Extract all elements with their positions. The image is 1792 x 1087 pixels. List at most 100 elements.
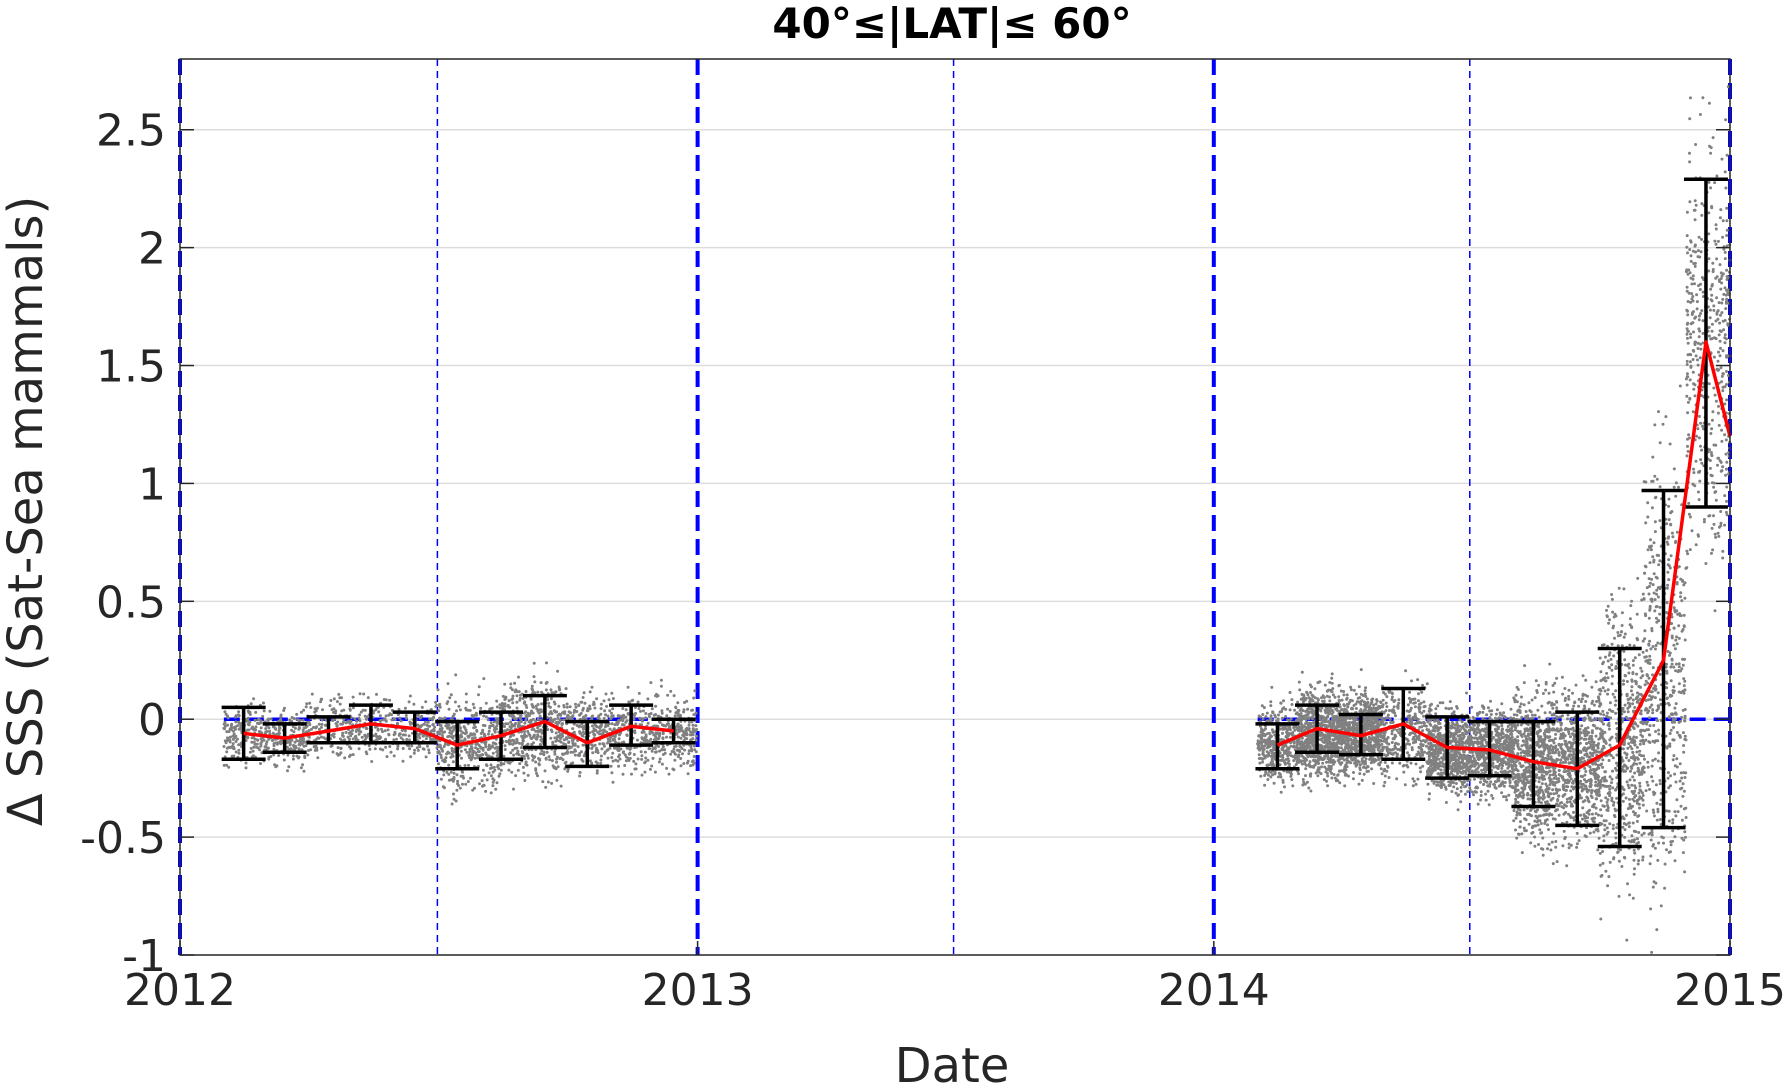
scatter-point [676,735,680,739]
scatter-point [245,728,249,732]
scatter-point [1353,737,1357,741]
scatter-point [644,756,648,760]
scatter-point [1267,773,1270,777]
scatter-point [446,682,450,686]
scatter-point [437,762,440,766]
scatter-point [1316,697,1320,701]
scatter-point [1421,729,1425,733]
scatter-point [1296,700,1300,704]
scatter-point [321,708,324,712]
scatter-point [322,736,326,740]
scatter-point [349,719,353,723]
scatter-point [525,763,529,767]
scatter-point [298,718,302,722]
scatter-point [1280,716,1284,720]
scatter-point [484,789,488,793]
scatter-point [669,689,673,693]
scatter-point [223,710,227,714]
scatter-point [550,781,554,785]
scatter-point [557,712,561,716]
scatter-point [546,780,550,784]
scatter-point [440,734,444,737]
scatter-point [447,772,451,776]
scatter-point [495,781,499,785]
scatter-point [1270,760,1274,764]
scatter-point [676,725,680,729]
scatter-point [1257,714,1261,718]
scatter-point [1455,787,1459,791]
scatter-point [1370,749,1373,753]
scatter-point [1337,717,1341,721]
scatter-point [451,754,455,758]
scatter-point [512,787,515,791]
scatter-point [1317,680,1321,684]
scatter-point [400,728,404,732]
scatter-point [610,756,614,759]
scatter-point [653,770,657,774]
scatter-point [472,706,476,710]
scatter-point [468,708,472,712]
scatter-point [1362,727,1366,731]
scatter-point [592,702,596,706]
scatter-point [1417,721,1421,725]
scatter-point [1406,703,1410,707]
scatter-point [1374,740,1378,744]
scatter-point [339,751,343,755]
scatter-point [1392,737,1396,741]
scatter-point [1383,774,1387,778]
scatter-point [234,727,237,731]
scatter-point [1306,755,1310,759]
scatter-point [622,723,626,727]
scatter-point [515,741,519,744]
scatter-point [444,759,447,763]
scatter-point [491,784,495,788]
scatter-point [392,733,396,737]
scatter-point [1279,701,1283,705]
scatter-point [1283,785,1286,789]
scatter-point [500,701,504,705]
scatter-point [637,707,641,710]
scatter-point [451,749,454,753]
scatter-point [403,706,407,710]
scatter-point [1417,703,1421,706]
scatter-point [1383,761,1387,764]
scatter-point [1338,705,1342,709]
scatter-point [514,721,518,725]
scatter-point [691,729,695,733]
scatter-point [1272,748,1276,752]
scatter-point [482,677,486,681]
scatter-point [689,738,693,742]
scatter-point [674,744,678,748]
scatter-point [622,713,626,717]
scatter-point [1343,784,1347,788]
scatter-point [648,747,651,751]
scatter-point [1325,760,1328,764]
scatter-point [649,681,653,685]
scatter-point [556,716,560,720]
scatter-point [507,768,511,772]
scatter-point [1419,739,1423,743]
scatter-point [518,724,522,728]
scatter-point [378,735,382,738]
scatter-point [1397,701,1401,705]
scatter-point [1261,717,1265,721]
scatter-point [464,782,468,786]
scatter-point [1310,707,1314,711]
scatter-point [474,751,478,755]
scatter-point [1270,685,1274,689]
scatter-point [1350,747,1353,751]
scatter-point [308,701,312,705]
scatter-point [1298,688,1302,692]
scatter-point [308,723,312,727]
scatter-point [544,688,548,692]
scatter-point [1426,782,1430,786]
scatter-point [557,685,561,689]
scatter-point [1294,757,1298,760]
scatter-point [465,744,469,748]
scatter-point [392,754,396,758]
scatter-point [1264,715,1268,719]
scatter-point [666,693,670,697]
scatter-point [659,678,663,682]
scatter-point [499,768,503,772]
